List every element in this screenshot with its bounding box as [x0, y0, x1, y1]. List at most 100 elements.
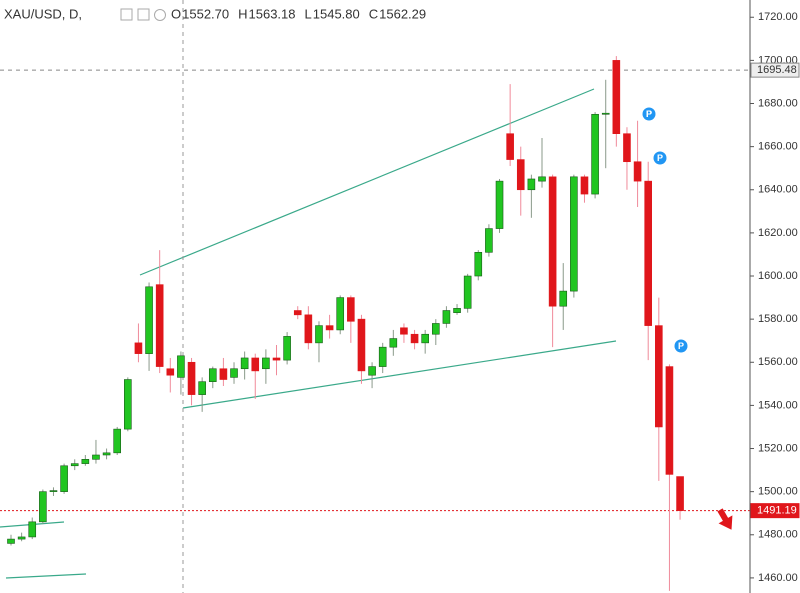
candle-body	[431, 323, 440, 335]
icon[interactable]	[120, 8, 133, 21]
pivot-marker	[642, 107, 656, 121]
ohlc-label: L	[305, 6, 312, 21]
candle-body	[155, 284, 164, 367]
pivot-label: P	[657, 153, 663, 163]
candle-body	[283, 336, 291, 361]
candle-body	[368, 366, 376, 376]
candle-body	[336, 297, 345, 331]
ohlc-value: 1552.70	[182, 6, 229, 21]
candle-body	[474, 251, 483, 277]
candle-body	[70, 463, 79, 467]
ohlc-label: O	[171, 6, 181, 21]
candle-body	[548, 176, 557, 307]
candle-body	[177, 355, 185, 378]
trend-line	[139, 88, 595, 276]
y-tick-label: 1660.00	[758, 141, 798, 153]
candle-body	[230, 368, 238, 378]
y-tick-label: 1520.00	[758, 442, 798, 454]
ohlc-value: 1545.80	[313, 6, 360, 21]
candle-body	[591, 113, 599, 195]
price-label: 1695.48	[757, 64, 797, 76]
candle-body	[145, 286, 153, 354]
candle-body	[506, 133, 514, 160]
y-tick-label: 1540.00	[758, 399, 798, 411]
header-icons	[120, 8, 166, 21]
price-label: 1491.19	[757, 505, 797, 517]
candle-body	[400, 327, 408, 335]
candle-body	[559, 290, 568, 307]
pivot-label: P	[646, 109, 652, 119]
candle-body	[389, 338, 398, 348]
candle-body	[410, 333, 419, 344]
y-tick-label: 1680.00	[758, 97, 798, 109]
y-axis: 1460.00 1480.00 1500.00 1520.00 1540.00 1560.…	[750, 11, 800, 584]
candle-body	[633, 161, 642, 182]
pivot-label: P	[646, 109, 652, 119]
candle-body	[304, 314, 313, 344]
candle-body	[272, 357, 281, 361]
candle-body	[516, 159, 525, 191]
candle-body	[240, 357, 249, 370]
candle-body	[293, 310, 302, 316]
candle-body	[124, 379, 132, 430]
pivot-label: P	[678, 341, 684, 351]
icon[interactable]	[137, 8, 150, 21]
candle-body	[612, 60, 621, 134]
grid	[0, 69, 750, 512]
candle-body	[655, 325, 663, 428]
ohlc-label: C	[369, 6, 378, 21]
candle-body	[315, 325, 323, 344]
ohlc-label: H	[238, 6, 247, 21]
candle-body	[676, 476, 684, 511]
pivot-marker	[653, 151, 667, 165]
price-label-box	[750, 503, 800, 519]
candle-body	[495, 180, 504, 229]
icon[interactable]	[154, 9, 166, 21]
y-tick-label: 1580.00	[758, 313, 798, 325]
ohlc-value: 1563.18	[249, 6, 296, 21]
candle-body	[102, 452, 111, 456]
candle-body	[378, 346, 387, 367]
y-tick-label: 1720.00	[758, 11, 798, 23]
price-label-box	[750, 62, 800, 78]
candle-body	[49, 490, 58, 492]
candle-body	[644, 180, 653, 326]
candle-body	[421, 333, 429, 344]
candle-body	[623, 133, 631, 163]
candle-body	[485, 228, 493, 253]
candle-body	[442, 310, 451, 324]
candle-body	[601, 112, 610, 115]
y-tick-label: 1620.00	[758, 227, 798, 239]
candle-body	[92, 454, 100, 460]
candle-body	[17, 536, 26, 540]
y-tick-label: 1460.00	[758, 572, 798, 584]
y-tick-label: 1500.00	[758, 486, 798, 498]
candle-body	[39, 491, 47, 523]
candle-body	[580, 176, 589, 195]
candle-body	[527, 178, 536, 191]
candle-body	[538, 176, 546, 182]
y-tick-label: 1640.00	[758, 184, 798, 196]
candle-body	[60, 465, 68, 492]
candle-body	[347, 297, 355, 322]
candle-body	[251, 357, 260, 372]
candle-body	[453, 308, 461, 313]
candle-body	[357, 318, 366, 372]
pivot-marker	[674, 339, 688, 353]
candle-body	[262, 357, 270, 370]
candle-body	[166, 368, 175, 376]
candle-body	[113, 428, 121, 454]
candle-body	[28, 521, 37, 538]
candle-body	[325, 325, 334, 331]
candle-body	[81, 459, 90, 464]
candle-body	[208, 368, 217, 382]
candle-body	[665, 366, 674, 475]
ohlc: O 1552.70 H 1563.18 L 1545.80 C 1562.29	[171, 6, 426, 21]
arrow-icon	[717, 508, 733, 530]
y-tick-label: 1600.00	[758, 270, 798, 282]
candle-body	[219, 368, 228, 380]
trend-line	[5, 573, 87, 579]
